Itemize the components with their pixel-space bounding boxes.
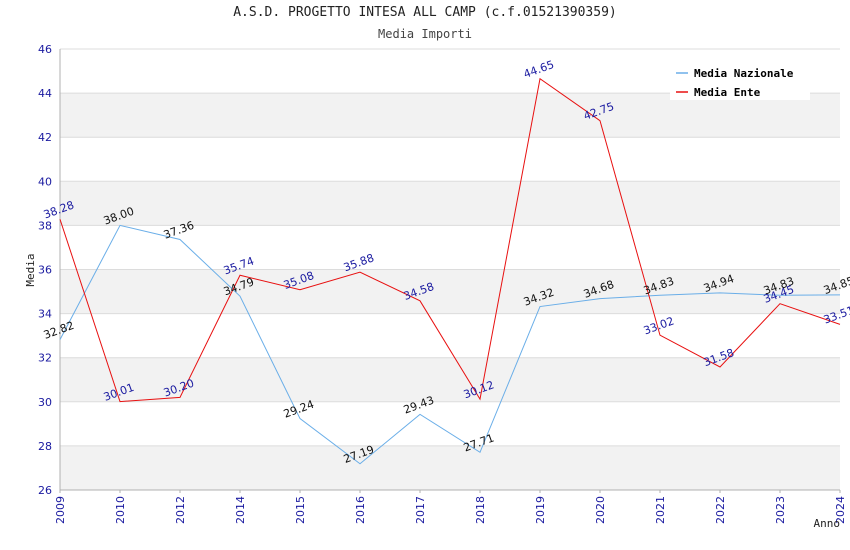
x-tick-label: 2009: [54, 496, 67, 524]
x-tick-label: 2016: [354, 496, 367, 524]
x-tick-label: 2020: [594, 496, 607, 524]
x-tick-label: 2018: [474, 496, 487, 524]
grid-band: [60, 269, 840, 314]
y-axis-label: Media: [24, 253, 37, 286]
grid-band: [60, 137, 840, 182]
x-tick-label: 2024: [834, 496, 847, 524]
y-tick-label: 30: [38, 396, 52, 409]
legend-label-media-ente: Media Ente: [694, 86, 761, 99]
x-tick-label: 2015: [294, 496, 307, 524]
x-tick-label: 2017: [414, 496, 427, 524]
x-tick-label: 2021: [654, 496, 667, 524]
chart-title: A.S.D. PROGETTO INTESA ALL CAMP (c.f.015…: [233, 5, 617, 20]
y-tick-label: 34: [38, 308, 52, 321]
y-tick-label: 26: [38, 484, 52, 497]
y-tick-label: 42: [38, 131, 52, 144]
chart-subtitle: Media Importi: [378, 27, 472, 41]
y-tick-label: 46: [38, 43, 52, 56]
legend-box: [670, 60, 810, 100]
x-tick-label: 2010: [114, 496, 127, 524]
x-tick-label: 2012: [174, 496, 187, 524]
y-tick-label: 36: [38, 264, 52, 277]
grid-band: [60, 181, 840, 226]
series-line-media-nazionale: [59, 224, 841, 465]
grid-band: [60, 357, 840, 402]
grid-band: [60, 93, 840, 138]
y-tick-label: 28: [38, 440, 52, 453]
legend-label-media-nazionale: Media Nazionale: [694, 67, 794, 80]
grid-band: [60, 445, 840, 490]
x-axis-label: Anno: [814, 517, 841, 530]
y-tick-label: 44: [38, 87, 52, 100]
y-tick-label: 38: [38, 219, 52, 232]
y-tick-label: 40: [38, 175, 52, 188]
x-tick-label: 2014: [234, 496, 247, 524]
x-tick-label: 2023: [774, 496, 787, 524]
y-tick-label: 32: [38, 352, 52, 365]
grid-band: [60, 401, 840, 446]
series-line-media-ente: [59, 77, 841, 403]
grid-band: [60, 225, 840, 270]
x-tick-label: 2022: [714, 496, 727, 524]
x-tick-label: 2019: [534, 496, 547, 524]
